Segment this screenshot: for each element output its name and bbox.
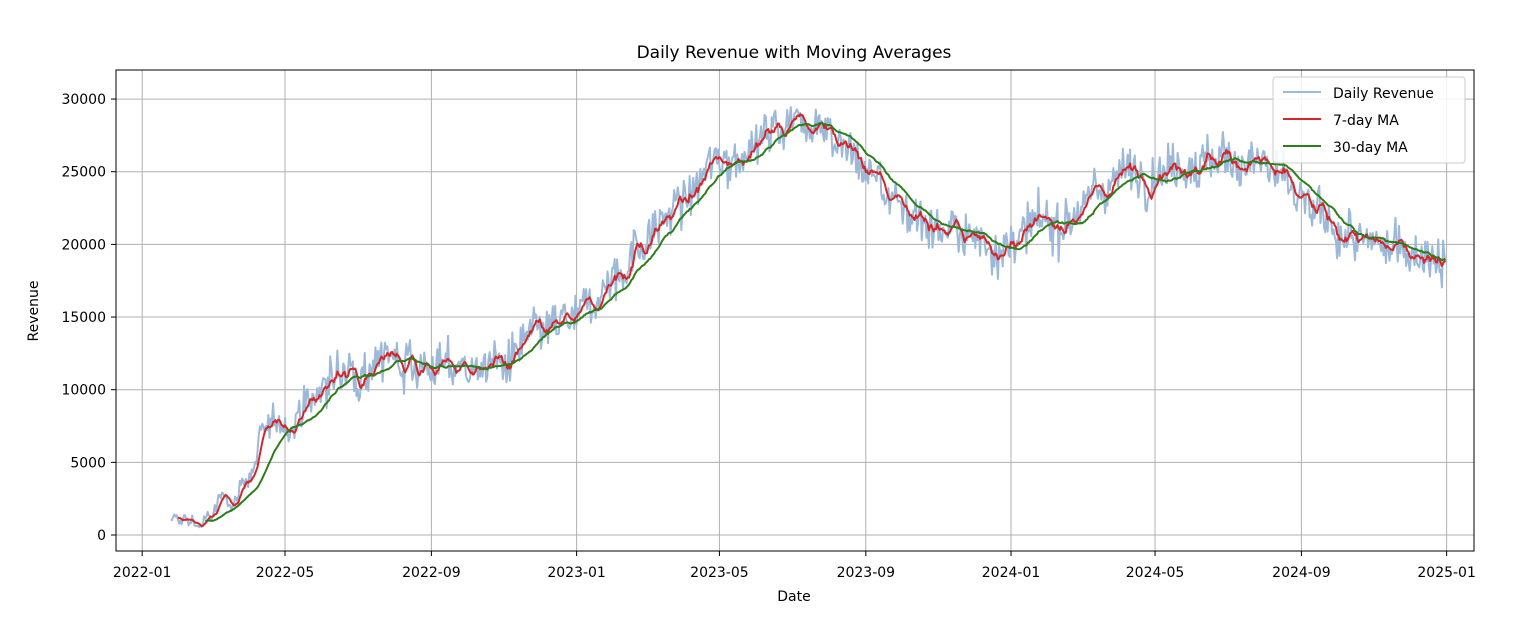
y-tick-label: 15000 [61,310,106,326]
legend: Daily Revenue 7-day MA 30-day MA [1273,77,1465,163]
y-tick-label: 0 [97,528,106,544]
x-tick-label: 2022-09 [402,565,461,581]
legend-label-7-day-ma: 7-day MA [1333,113,1399,129]
x-tick-label: 2022-05 [256,565,315,581]
chart-title: Daily Revenue with Moving Averages [637,43,952,63]
y-tick-label: 10000 [61,383,106,399]
x-tick-label: 2025-01 [1417,565,1476,581]
y-tick-label: 30000 [61,92,106,108]
y-tick-label: 25000 [61,165,106,181]
y-tick-label: 20000 [61,237,106,253]
legend-label-30-day-ma: 30-day MA [1333,140,1408,156]
x-tick-label: 2022-01 [113,565,172,581]
x-axis-label: Date [777,589,810,605]
x-tick-label: 2023-05 [690,565,749,581]
x-tick-label: 2024-01 [982,565,1041,581]
x-tick-label: 2024-09 [1272,565,1331,581]
x-tick-label: 2023-01 [547,565,606,581]
legend-label-daily-revenue: Daily Revenue [1333,86,1434,102]
y-axis-label: Revenue [26,281,42,342]
x-tick-label: 2024-05 [1126,565,1185,581]
x-tick-label: 2023-09 [837,565,896,581]
y-tick-label: 5000 [70,455,106,471]
